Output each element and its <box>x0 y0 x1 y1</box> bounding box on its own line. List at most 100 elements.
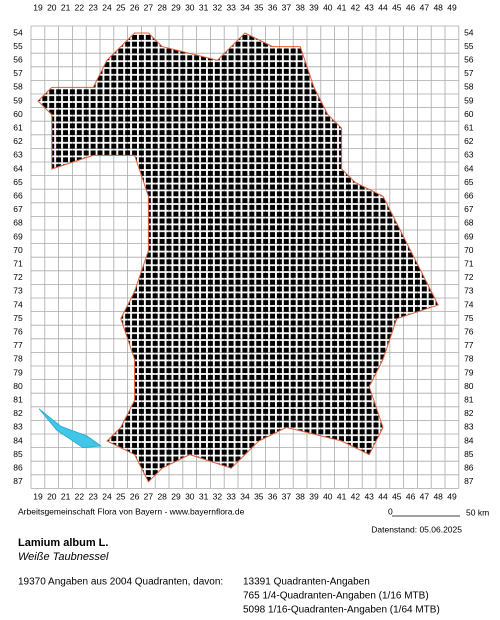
column-label: 41 <box>337 492 347 502</box>
column-label: 22 <box>75 492 85 502</box>
column-label: 48 <box>433 492 443 502</box>
column-label: 34 <box>240 2 250 12</box>
column-label: 22 <box>75 2 85 12</box>
row-label: 87 <box>464 476 474 486</box>
state-border <box>37 32 439 483</box>
occurrence-area <box>38 33 439 482</box>
row-label: 73 <box>464 286 474 296</box>
summary-total: 19370 Angaben aus 2004 Quadranten, davon… <box>18 577 223 588</box>
row-label: 80 <box>13 381 23 391</box>
row-label: 74 <box>13 299 23 309</box>
row-label: 82 <box>13 408 23 418</box>
column-label: 26 <box>130 492 140 502</box>
scale-start: 0 <box>388 506 393 516</box>
row-label: 68 <box>464 218 474 228</box>
row-label: 76 <box>464 326 474 336</box>
row-label: 82 <box>464 408 474 418</box>
row-label: 73 <box>13 286 23 296</box>
column-label: 38 <box>295 2 305 12</box>
row-label: 60 <box>13 109 23 119</box>
column-label: 34 <box>240 492 250 502</box>
row-label: 85 <box>464 449 474 459</box>
column-label: 31 <box>199 2 209 12</box>
row-label: 75 <box>464 313 474 323</box>
column-label: 35 <box>254 2 264 12</box>
scale-end: 50 km <box>466 507 489 517</box>
row-label: 65 <box>464 177 474 187</box>
row-label: 65 <box>13 177 23 187</box>
column-label: 19 <box>33 492 43 502</box>
column-label: 29 <box>171 492 181 502</box>
row-label: 54 <box>13 27 23 37</box>
row-label: 67 <box>464 204 474 214</box>
row-label: 72 <box>464 272 474 282</box>
row-label: 67 <box>13 204 23 214</box>
column-label: 23 <box>88 492 98 502</box>
row-label: 66 <box>13 190 23 200</box>
common-name: Weiße Taubnessel <box>18 551 109 563</box>
row-label: 74 <box>464 299 474 309</box>
column-label: 41 <box>337 2 347 12</box>
column-label: 36 <box>268 2 278 12</box>
row-label: 56 <box>13 54 23 64</box>
row-label: 61 <box>464 122 474 132</box>
row-label: 57 <box>464 68 474 78</box>
column-label: 24 <box>102 492 112 502</box>
row-label: 84 <box>464 435 474 445</box>
column-label: 33 <box>226 492 236 502</box>
column-label: 45 <box>392 2 402 12</box>
row-label: 81 <box>13 394 23 404</box>
summary-line: 765 1/4-Quadranten-Angaben (1/16 MTB) <box>243 591 429 602</box>
column-label: 38 <box>295 492 305 502</box>
column-label: 26 <box>130 2 140 12</box>
column-label: 40 <box>323 2 333 12</box>
row-label: 71 <box>464 258 474 268</box>
column-label: 43 <box>364 492 374 502</box>
column-label: 21 <box>61 492 71 502</box>
column-label: 33 <box>226 2 236 12</box>
row-label: 58 <box>13 82 23 92</box>
row-label: 79 <box>13 367 23 377</box>
summary-line: 5098 1/16-Quadranten-Angaben (1/64 MTB) <box>243 605 440 616</box>
row-label: 61 <box>13 122 23 132</box>
row-label: 64 <box>464 163 474 173</box>
row-label: 80 <box>464 381 474 391</box>
column-label: 35 <box>254 492 264 502</box>
column-label: 43 <box>364 2 374 12</box>
row-label: 59 <box>464 95 474 105</box>
row-label: 70 <box>464 245 474 255</box>
row-label: 70 <box>13 245 23 255</box>
summary-line: 13391 Quadranten-Angaben <box>243 577 370 588</box>
column-label: 42 <box>351 2 361 12</box>
row-label: 86 <box>13 462 23 472</box>
row-label: 69 <box>464 231 474 241</box>
row-label: 86 <box>464 462 474 472</box>
column-label: 46 <box>406 492 416 502</box>
column-label: 44 <box>378 492 388 502</box>
row-label: 87 <box>13 476 23 486</box>
column-label: 45 <box>392 492 402 502</box>
row-label: 78 <box>13 354 23 364</box>
row-label: 66 <box>464 190 474 200</box>
row-label: 62 <box>13 136 23 146</box>
column-label: 47 <box>420 2 430 12</box>
column-label: 19 <box>33 2 43 12</box>
row-label: 75 <box>13 313 23 323</box>
row-label: 64 <box>13 163 23 173</box>
row-label: 83 <box>464 422 474 432</box>
column-label: 30 <box>185 492 195 502</box>
row-label: 76 <box>13 326 23 336</box>
row-label: 77 <box>464 340 474 350</box>
column-label: 49 <box>447 492 457 502</box>
row-label: 56 <box>464 54 474 64</box>
column-label: 25 <box>116 492 126 502</box>
column-label: 27 <box>144 492 154 502</box>
column-label: 28 <box>157 492 167 502</box>
column-label: 48 <box>433 2 443 12</box>
column-label: 37 <box>282 2 292 12</box>
row-label: 84 <box>13 435 23 445</box>
column-label: 29 <box>171 2 181 12</box>
column-label: 47 <box>420 492 430 502</box>
row-label: 63 <box>464 150 474 160</box>
